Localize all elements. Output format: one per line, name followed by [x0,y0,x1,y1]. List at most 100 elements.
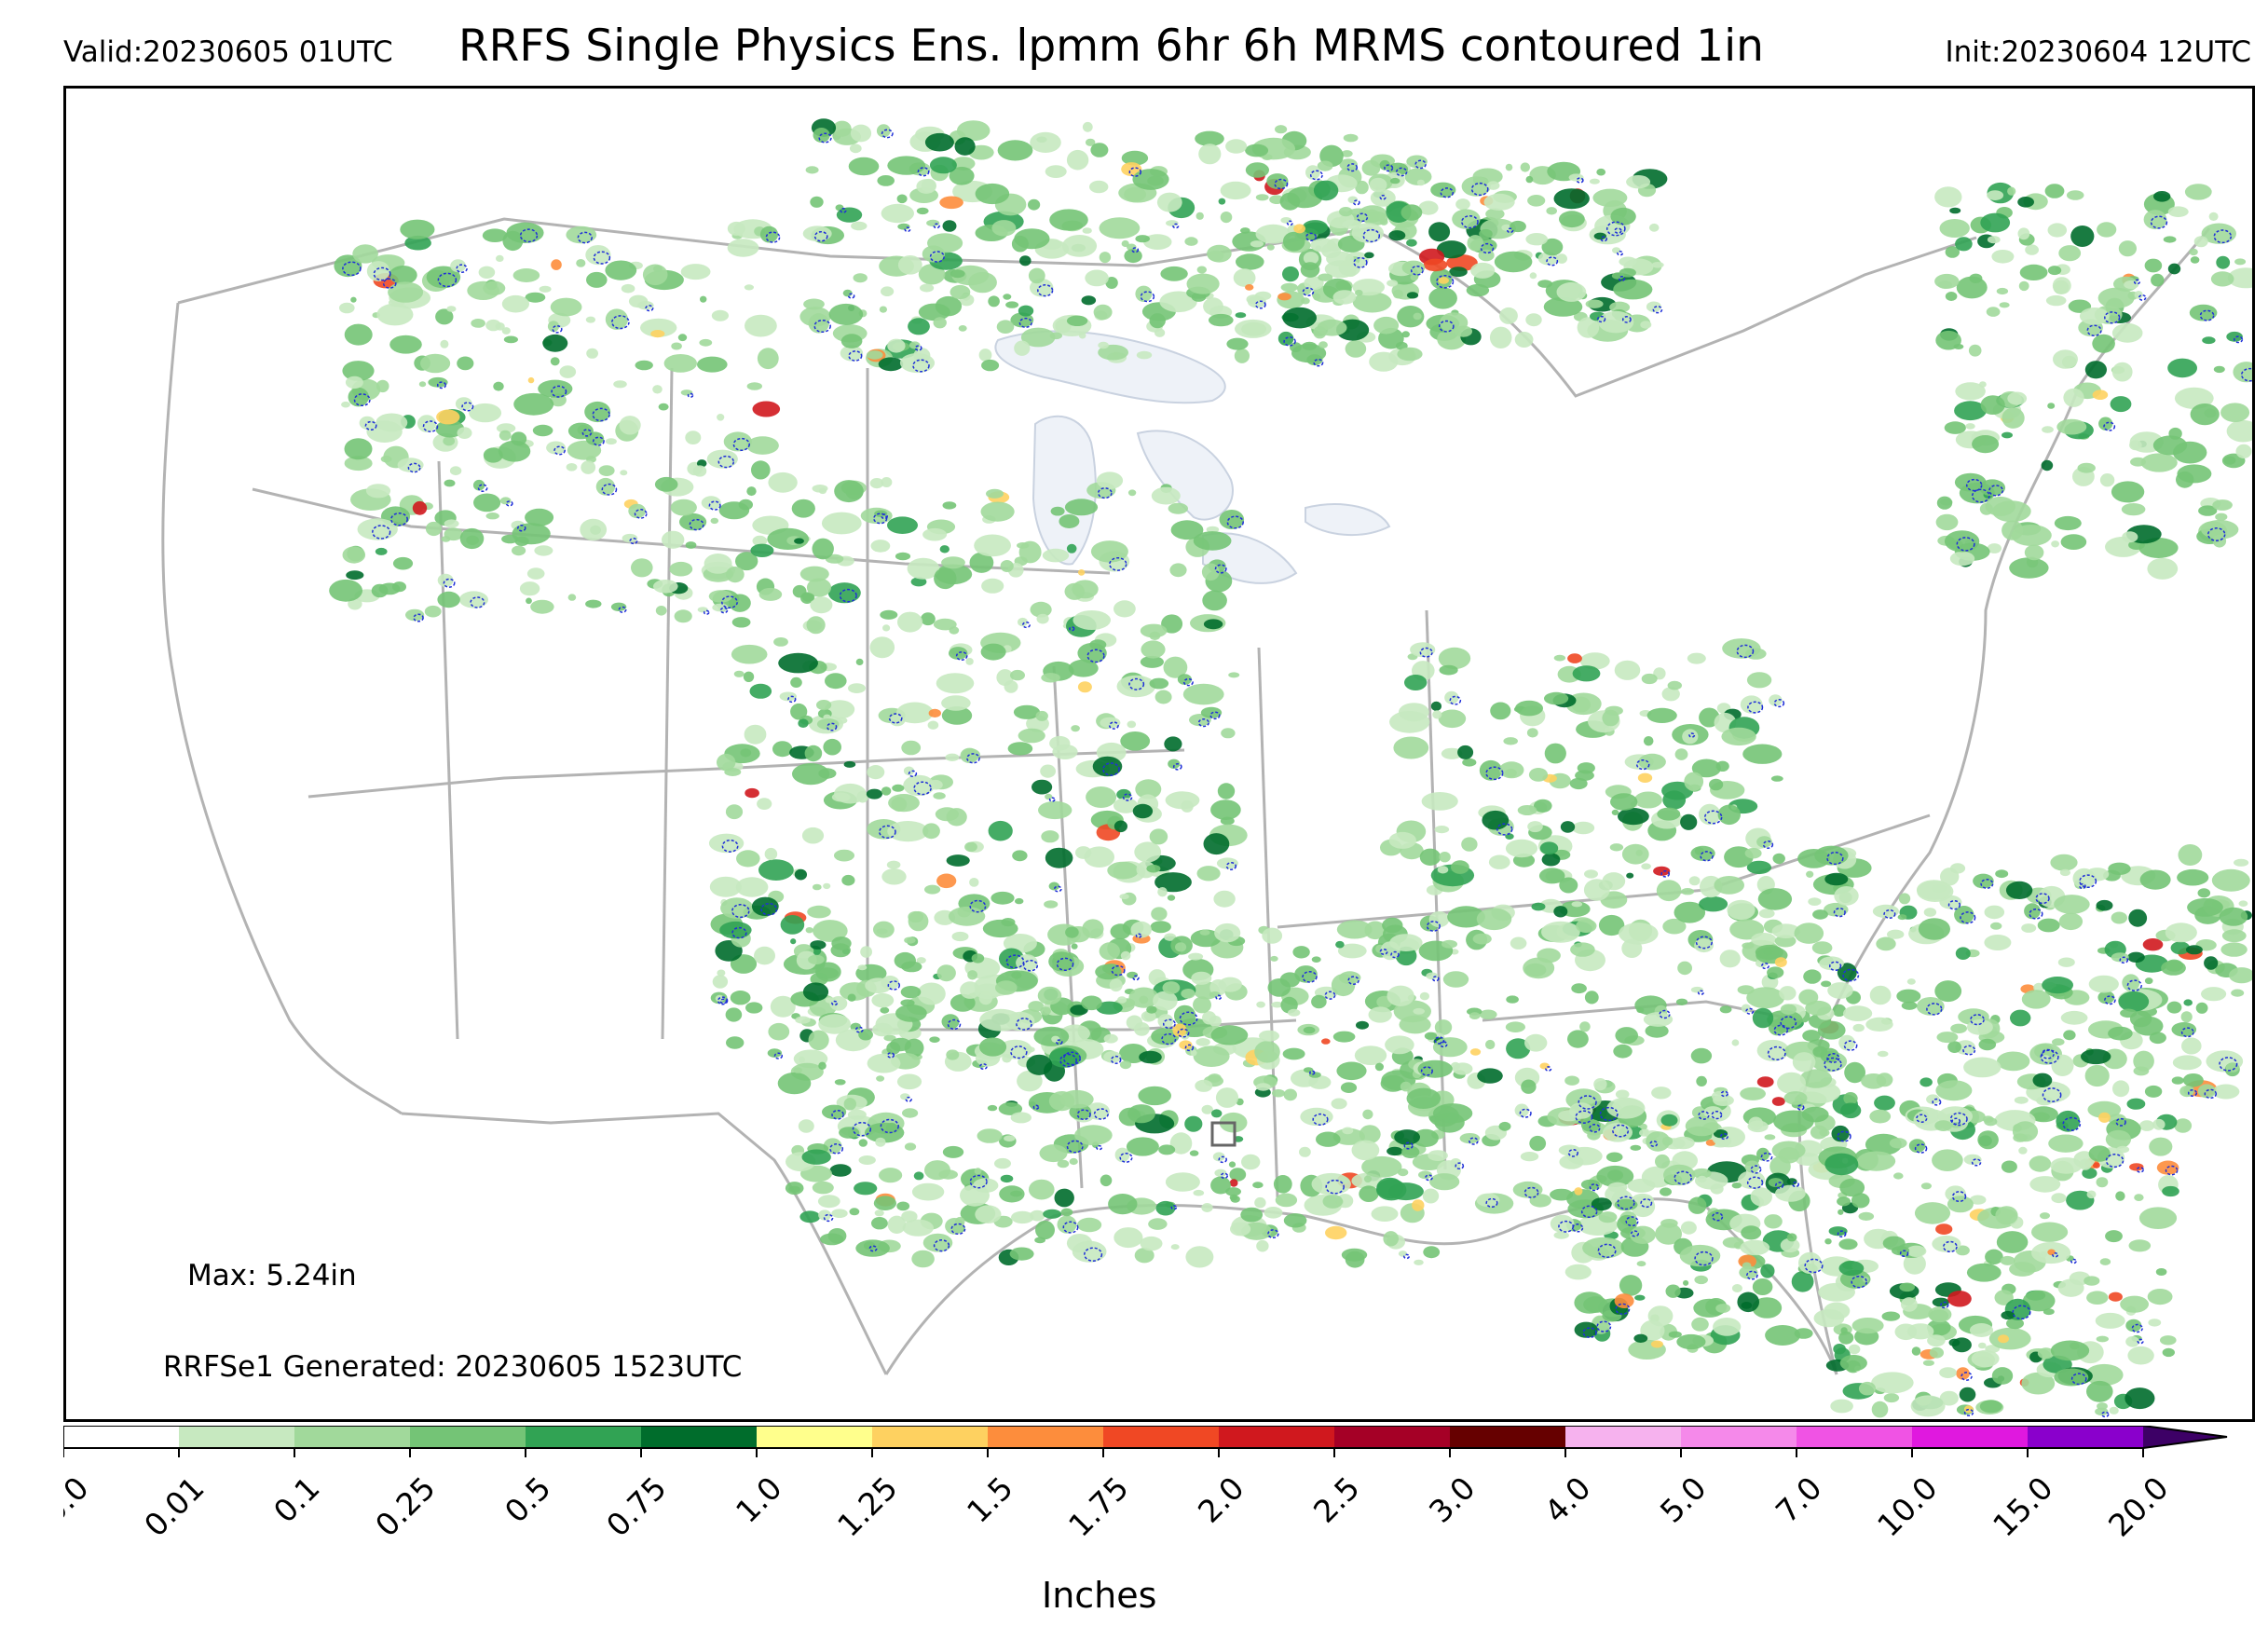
precip-cell [436,409,460,425]
mrms-contour [1305,232,1318,241]
precip-cell [697,607,708,613]
precip-cell [799,1056,805,1063]
precip-cell [1985,496,2015,516]
precip-cell [2165,959,2183,972]
precip-cell [706,449,738,469]
precip-cell [376,379,389,393]
precip-cell [1757,888,1793,910]
precip-cell [1740,695,1763,714]
precip-cell [2125,1336,2140,1347]
precip-cell [1479,1009,1497,1020]
precip-cell [1840,1102,1862,1119]
precip-cell [1541,238,1564,256]
precip-cell [1336,1061,1367,1081]
precip-cell [1613,279,1653,300]
precip-cell [1041,830,1059,843]
precip-cell [711,309,730,321]
precip-cell [821,512,862,535]
precip-cell [1619,256,1637,267]
precip-cell [1033,1026,1070,1046]
colorbar-tick-label: 1.25 [830,1469,905,1544]
precip-cell [1069,1157,1078,1166]
precip-cell [1764,1214,1783,1229]
precip-cell [2040,1212,2050,1220]
precip-cell [1482,810,1510,830]
precip-cell [2152,1118,2166,1130]
precip-cell [1575,770,1594,781]
mrms-contour [1797,1104,1805,1111]
precip-cell [1048,882,1060,891]
precip-cell [1185,1246,1214,1268]
precip-cell [1004,1135,1016,1141]
precip-cell [1262,927,1283,944]
precip-cell [855,658,864,666]
mrms-contour [1425,1174,1433,1182]
precip-cell [1239,227,1250,234]
precip-cell [1613,1044,1633,1059]
precip-cell [799,566,829,582]
precip-cell [866,350,883,360]
precip-cell [1387,985,1414,1006]
precip-cell [1438,709,1467,729]
precip-cell [1383,1231,1399,1247]
precip-cell [1610,207,1636,226]
precip-cell [526,567,545,580]
precip-cell [1042,548,1070,563]
precip-cell [1657,807,1681,821]
colorbar-frame [63,1426,2228,1449]
precip-cell [1280,217,1292,224]
precip-cell [767,1048,783,1058]
precip-cell [1510,936,1527,950]
precip-cell [1376,1177,1403,1199]
mrms-contour [2104,995,2116,1005]
mrms-contour [831,1109,844,1120]
mrms-contour [1226,515,1244,529]
precip-cell [539,285,552,293]
precip-cell [1401,331,1410,338]
mrms-contour [1122,793,1133,801]
precip-cell [1113,798,1139,813]
precip-cell [1149,313,1166,329]
precip-cell [858,1029,873,1041]
mrms-contour [1449,695,1462,705]
precip-cell [1564,1075,1579,1086]
precip-cell [2057,1278,2084,1297]
precip-cell [1032,779,1053,795]
mrms-contour [2012,1305,2031,1320]
mrms-1in-contours [342,129,2252,1418]
precip-cell [1193,996,1211,1014]
mrms-contour [1804,1258,1824,1274]
precip-cell [1478,249,1495,262]
precip-cell [1865,1017,1893,1032]
precip-cell [812,883,822,891]
precip-cell [969,552,994,573]
colorbar-tick-label: 20.0 [2101,1469,2176,1544]
precip-cell [2007,391,2028,405]
precip-cell [1746,860,1771,875]
precip-cell [1821,980,1832,988]
precip-cell [1824,1153,1859,1176]
precip-cell [773,637,788,647]
precip-cell [2051,1193,2067,1204]
precip-cell [735,552,758,571]
mrms-contour [1356,212,1369,223]
precip-cell [1774,935,1797,948]
mrms-contour [879,825,896,840]
precip-cell [936,673,975,694]
mrms-contour [581,429,593,437]
precip-cell [974,534,1011,557]
precip-cell [1135,235,1150,243]
precip-cell [1363,209,1381,223]
precip-cell [1017,1070,1043,1092]
mrms-contour [813,230,828,242]
mrms-contour [732,437,750,451]
precip-cell [2108,1292,2123,1302]
precip-cell [2042,977,2074,994]
precip-cell [1016,954,1038,972]
precip-cell [1947,1041,1961,1053]
precip-cell [1316,1131,1341,1147]
precip-cell [483,447,503,463]
precip-cell [1485,1039,1496,1050]
precip-cell [1018,617,1028,627]
precip-cell [1572,821,1595,835]
